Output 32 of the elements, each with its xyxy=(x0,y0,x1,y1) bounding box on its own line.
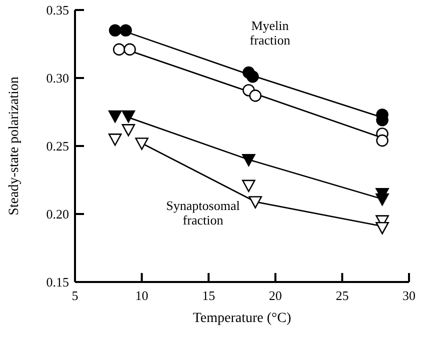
point xyxy=(108,24,122,37)
point xyxy=(248,196,262,208)
y-tick-label: 0.20 xyxy=(46,206,69,222)
point xyxy=(120,24,132,37)
point xyxy=(242,180,256,192)
point xyxy=(112,43,126,56)
y-axis-title: Steady-state polarization xyxy=(7,76,22,216)
x-tick-label: 10 xyxy=(135,288,148,303)
annotation: Myelin fraction xyxy=(250,18,291,48)
x-tick-label: 5 xyxy=(72,288,78,303)
y-tick-label: 0.25 xyxy=(46,138,69,154)
x-tick-label: 15 xyxy=(202,288,216,303)
point xyxy=(246,70,259,83)
point xyxy=(249,90,262,102)
point xyxy=(124,43,136,56)
point xyxy=(108,110,122,123)
point xyxy=(376,222,389,234)
y-tick-label: 0.30 xyxy=(46,70,69,86)
point xyxy=(376,134,388,147)
x-axis-title: Temperature (°C) xyxy=(192,311,292,326)
x-tick-label: 30 xyxy=(402,288,416,303)
point xyxy=(122,124,136,136)
x-tick-label: 25 xyxy=(336,288,349,303)
x-tick-label: 20 xyxy=(268,288,282,303)
point xyxy=(135,138,148,150)
y-tick-label: 0.15 xyxy=(46,274,69,290)
point xyxy=(242,154,256,166)
point xyxy=(108,134,122,146)
y-tick-label: 0.35 xyxy=(46,2,69,18)
point xyxy=(122,110,136,123)
annotation: Synaptosomal fraction xyxy=(166,198,240,228)
point xyxy=(376,193,389,206)
